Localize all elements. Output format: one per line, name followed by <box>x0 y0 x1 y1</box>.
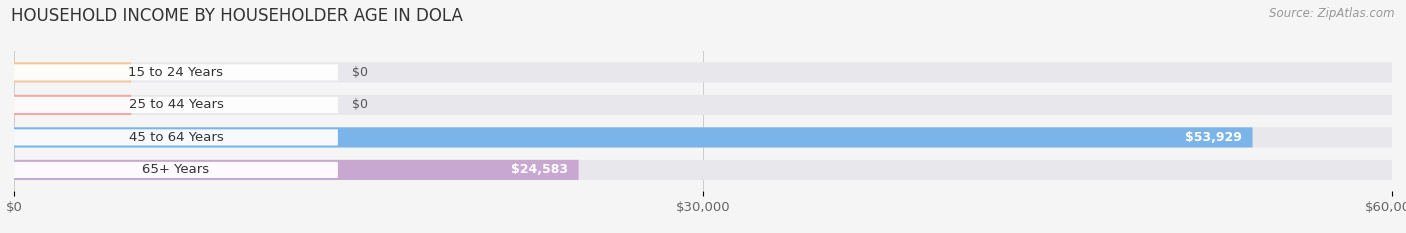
FancyBboxPatch shape <box>14 95 1392 115</box>
FancyBboxPatch shape <box>14 162 337 178</box>
Text: Source: ZipAtlas.com: Source: ZipAtlas.com <box>1270 7 1395 20</box>
FancyBboxPatch shape <box>14 62 1392 82</box>
Text: 25 to 44 Years: 25 to 44 Years <box>128 98 224 111</box>
Text: $53,929: $53,929 <box>1185 131 1241 144</box>
FancyBboxPatch shape <box>14 95 131 115</box>
FancyBboxPatch shape <box>14 160 1392 180</box>
FancyBboxPatch shape <box>14 127 1253 147</box>
FancyBboxPatch shape <box>14 160 579 180</box>
FancyBboxPatch shape <box>14 127 1392 147</box>
Text: 15 to 24 Years: 15 to 24 Years <box>128 66 224 79</box>
Text: HOUSEHOLD INCOME BY HOUSEHOLDER AGE IN DOLA: HOUSEHOLD INCOME BY HOUSEHOLDER AGE IN D… <box>11 7 463 25</box>
FancyBboxPatch shape <box>14 62 131 82</box>
Text: 65+ Years: 65+ Years <box>142 163 209 176</box>
FancyBboxPatch shape <box>14 129 337 145</box>
Text: $24,583: $24,583 <box>510 163 568 176</box>
Text: 45 to 64 Years: 45 to 64 Years <box>128 131 224 144</box>
FancyBboxPatch shape <box>14 64 337 80</box>
Text: $0: $0 <box>352 98 367 111</box>
Text: $0: $0 <box>352 66 367 79</box>
FancyBboxPatch shape <box>14 97 337 113</box>
